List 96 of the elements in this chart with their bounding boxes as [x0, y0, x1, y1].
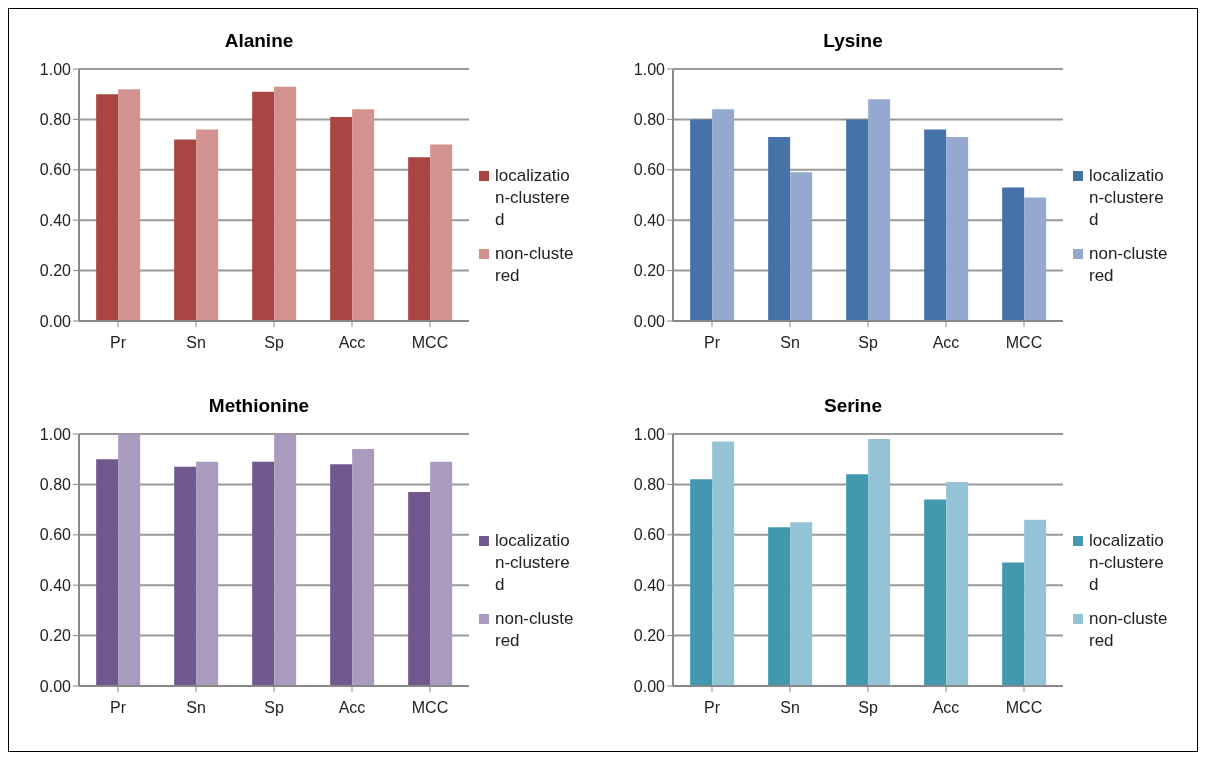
- bar: [868, 439, 891, 686]
- bar: [1024, 519, 1047, 686]
- bar: [174, 466, 197, 686]
- y-tick-label: 0.20: [633, 262, 666, 280]
- chart-title: Lysine: [822, 29, 884, 53]
- bar: [768, 137, 791, 321]
- x-tick-label: Sn: [780, 699, 800, 717]
- y-tick-label: 0.00: [39, 677, 72, 695]
- legend-label: non-clustered: [495, 243, 575, 287]
- y-tick-label: 0.60: [39, 526, 72, 544]
- x-tick-label: Sn: [780, 334, 800, 352]
- x-tick-label: Sp: [264, 699, 284, 717]
- y-tick-label: 0.40: [39, 576, 72, 594]
- y-tick-label: 0.60: [633, 161, 666, 179]
- x-tick-label: Sp: [858, 699, 878, 717]
- bar: [352, 449, 375, 686]
- chart-title: Alanine: [223, 29, 295, 53]
- bar: [96, 94, 119, 321]
- legend-label: localization-clustered: [495, 530, 571, 596]
- y-tick-label: 1.00: [633, 425, 666, 443]
- bar: [430, 144, 453, 321]
- bar: [846, 119, 869, 321]
- x-tick-label: Sp: [264, 334, 284, 352]
- bar: [790, 522, 813, 686]
- x-tick-label: Sp: [858, 334, 878, 352]
- x-tick-label: Pr: [110, 334, 127, 352]
- y-tick-label: 0.40: [633, 211, 666, 229]
- bar: [712, 441, 735, 686]
- bar: [174, 139, 197, 321]
- bar: [846, 474, 869, 686]
- y-tick-label: 0.20: [39, 627, 72, 645]
- bar: [274, 86, 297, 321]
- bar: [946, 137, 969, 321]
- bar: [1002, 562, 1025, 686]
- bar: [252, 461, 275, 686]
- y-tick-label: 0.40: [39, 211, 72, 229]
- x-tick-label: Acc: [338, 334, 366, 352]
- y-tick-label: 0.00: [633, 312, 666, 330]
- y-tick-label: 0.80: [39, 111, 72, 129]
- bar: [1002, 187, 1025, 321]
- bar: [712, 109, 735, 321]
- x-tick-label: MCC: [411, 699, 449, 717]
- legend-label: localization-clustered: [1089, 530, 1165, 596]
- x-tick-label: Sn: [186, 334, 206, 352]
- bar: [118, 434, 141, 686]
- y-tick-label: 0.80: [633, 476, 666, 494]
- x-tick-label: MCC: [411, 334, 449, 352]
- y-tick-label: 1.00: [39, 425, 72, 443]
- y-tick-label: 0.60: [633, 526, 666, 544]
- legend-label: non-clustered: [1089, 608, 1169, 652]
- x-tick-label: Sn: [186, 699, 206, 717]
- x-tick-label: Acc: [338, 699, 366, 717]
- x-tick-label: Pr: [704, 334, 721, 352]
- bar: [690, 479, 713, 686]
- y-tick-label: 0.20: [39, 262, 72, 280]
- x-tick-label: Pr: [704, 699, 721, 717]
- bar: [408, 157, 431, 321]
- x-tick-label: Acc: [932, 334, 960, 352]
- y-tick-label: 0.20: [633, 627, 666, 645]
- bar: [330, 464, 353, 686]
- bar: [690, 119, 713, 321]
- x-tick-label: MCC: [1005, 334, 1043, 352]
- y-tick-label: 1.00: [633, 60, 666, 78]
- bar: [790, 172, 813, 321]
- x-tick-label: Acc: [932, 699, 960, 717]
- y-tick-label: 0.80: [39, 476, 72, 494]
- bar: [1024, 197, 1047, 321]
- y-tick-label: 0.00: [633, 677, 666, 695]
- bar: [924, 129, 947, 321]
- chart-title: Methionine: [207, 394, 311, 418]
- bar: [868, 99, 891, 321]
- bar: [768, 527, 791, 686]
- y-tick-label: 0.00: [39, 312, 72, 330]
- legend-label: localization-clustered: [495, 165, 571, 231]
- bar: [430, 461, 453, 686]
- bar: [352, 109, 375, 321]
- bar: [408, 491, 431, 686]
- bar: [252, 91, 275, 321]
- bar: [196, 129, 219, 321]
- y-tick-label: 0.60: [39, 161, 72, 179]
- legend-label: non-clustered: [1089, 243, 1169, 287]
- bar: [196, 461, 219, 686]
- chart-title: Serine: [822, 394, 884, 418]
- y-tick-label: 1.00: [39, 60, 72, 78]
- y-tick-label: 0.40: [633, 576, 666, 594]
- legend-label: localization-clustered: [1089, 165, 1165, 231]
- bar: [118, 89, 141, 321]
- bar: [330, 116, 353, 321]
- bar: [924, 499, 947, 686]
- bar: [946, 481, 969, 686]
- bar: [96, 459, 119, 686]
- y-tick-label: 0.80: [633, 111, 666, 129]
- x-tick-label: MCC: [1005, 699, 1043, 717]
- legend-label: non-clustered: [495, 608, 575, 652]
- x-tick-label: Pr: [110, 699, 127, 717]
- bar: [274, 434, 297, 686]
